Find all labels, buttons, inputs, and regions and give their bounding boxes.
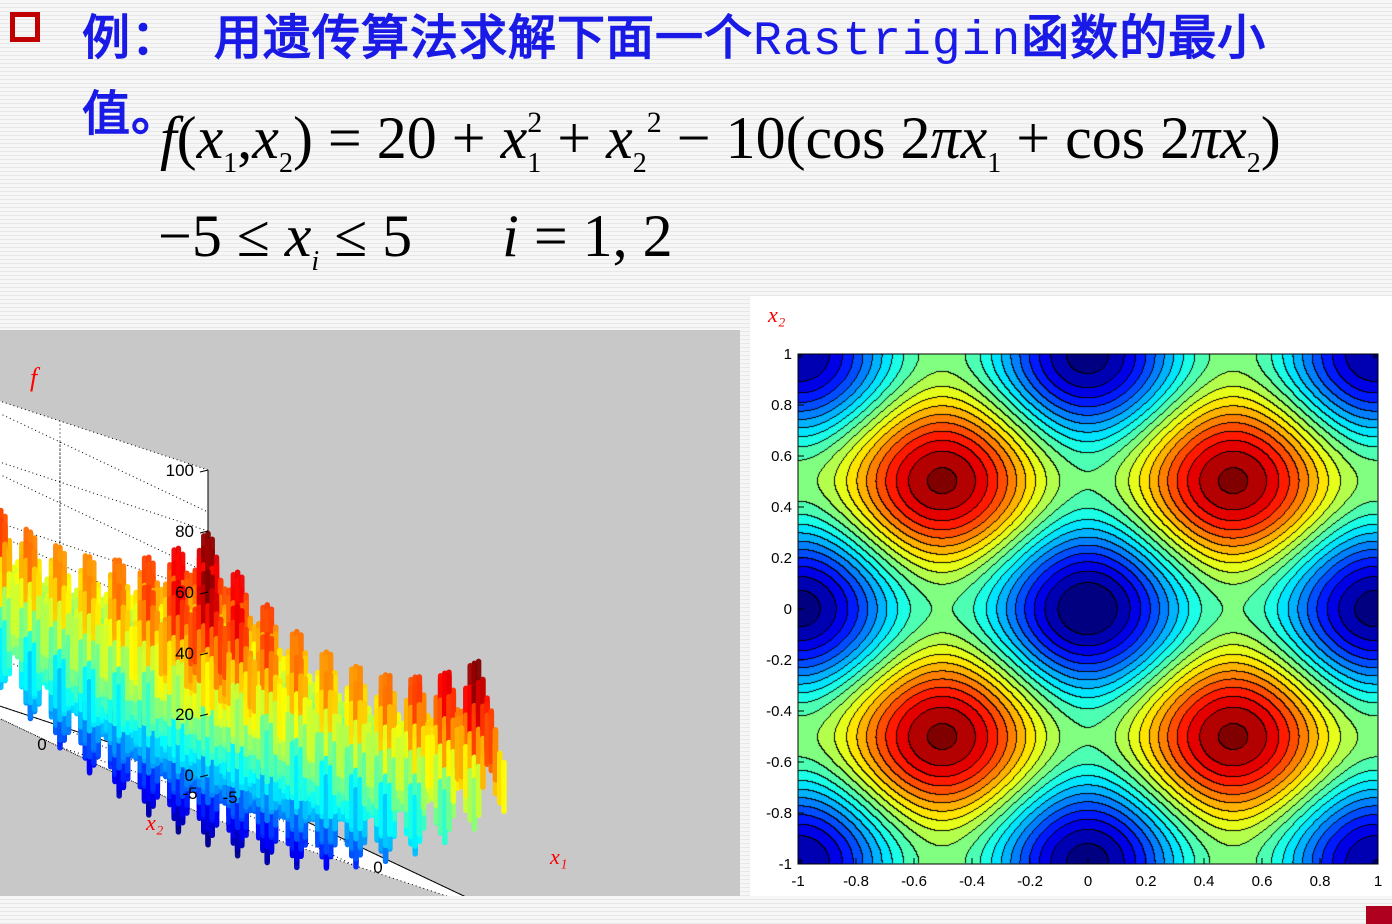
formula-f: f <box>160 105 177 171</box>
formula-plus: + <box>542 105 607 171</box>
constraint-index-values: = 1, 2 <box>518 203 673 269</box>
formula-close-args: ) <box>292 105 313 171</box>
surface-mesh <box>0 507 507 871</box>
function-name: Rastrigin <box>753 15 1022 69</box>
formula-x1-sub: 1 <box>527 148 542 179</box>
constraint-x: x <box>284 203 312 269</box>
constraint-left: −5 ≤ <box>158 203 285 269</box>
formula-cos-x2-sub: 2 <box>1246 148 1261 179</box>
bullet-square-icon <box>10 12 40 42</box>
formula-cos-x1-sub: 1 <box>987 148 1002 179</box>
title-line-1: 例： 用遗传算法求解下面一个Rastrigin函数的最小 <box>82 0 1266 69</box>
formula-pi-2: π <box>1190 105 1221 171</box>
formula-x1-sq: x <box>500 105 528 171</box>
formula-comma: , <box>237 105 253 171</box>
formula-minus-10-cos: − 10(cos 2 <box>661 105 931 171</box>
constraint-right: ≤ 5 <box>319 203 413 269</box>
formula-open-args: ( <box>176 105 197 171</box>
formula-cos-x2: x <box>1220 105 1247 171</box>
formula-equals-20: = 20 + <box>312 105 501 171</box>
formula-x1-sup: 2 <box>527 106 543 139</box>
constraint-sub-i: i <box>311 246 320 277</box>
formula-plus-cos: + cos 2 <box>1001 105 1191 171</box>
formula-x2-sub: 2 <box>632 148 647 179</box>
formula-cos-x1: x <box>960 105 988 171</box>
title-example-label: 例： <box>82 10 181 66</box>
title-line-2: 值。 <box>82 86 181 142</box>
formula-close-paren: ) <box>1260 105 1281 171</box>
title-text-end: 函数的最小 <box>1021 10 1267 66</box>
rastrigin-formula: f(x1,x2) = 20 + x12 + x22 − 10(cos 2πx1 … <box>160 104 1281 180</box>
formula-sub2: 2 <box>278 148 293 179</box>
formula-x2-sup: 2 <box>646 106 662 139</box>
formula-sub1: 1 <box>223 148 238 179</box>
formula-x1: x <box>196 105 224 171</box>
formula-x2: x <box>252 105 279 171</box>
formula-x2-sq: x <box>606 105 633 171</box>
formula-pi-1: π <box>930 105 961 171</box>
constraint-index-i: i <box>502 203 519 269</box>
title-text: 用遗传算法求解下面一个 <box>214 10 754 66</box>
